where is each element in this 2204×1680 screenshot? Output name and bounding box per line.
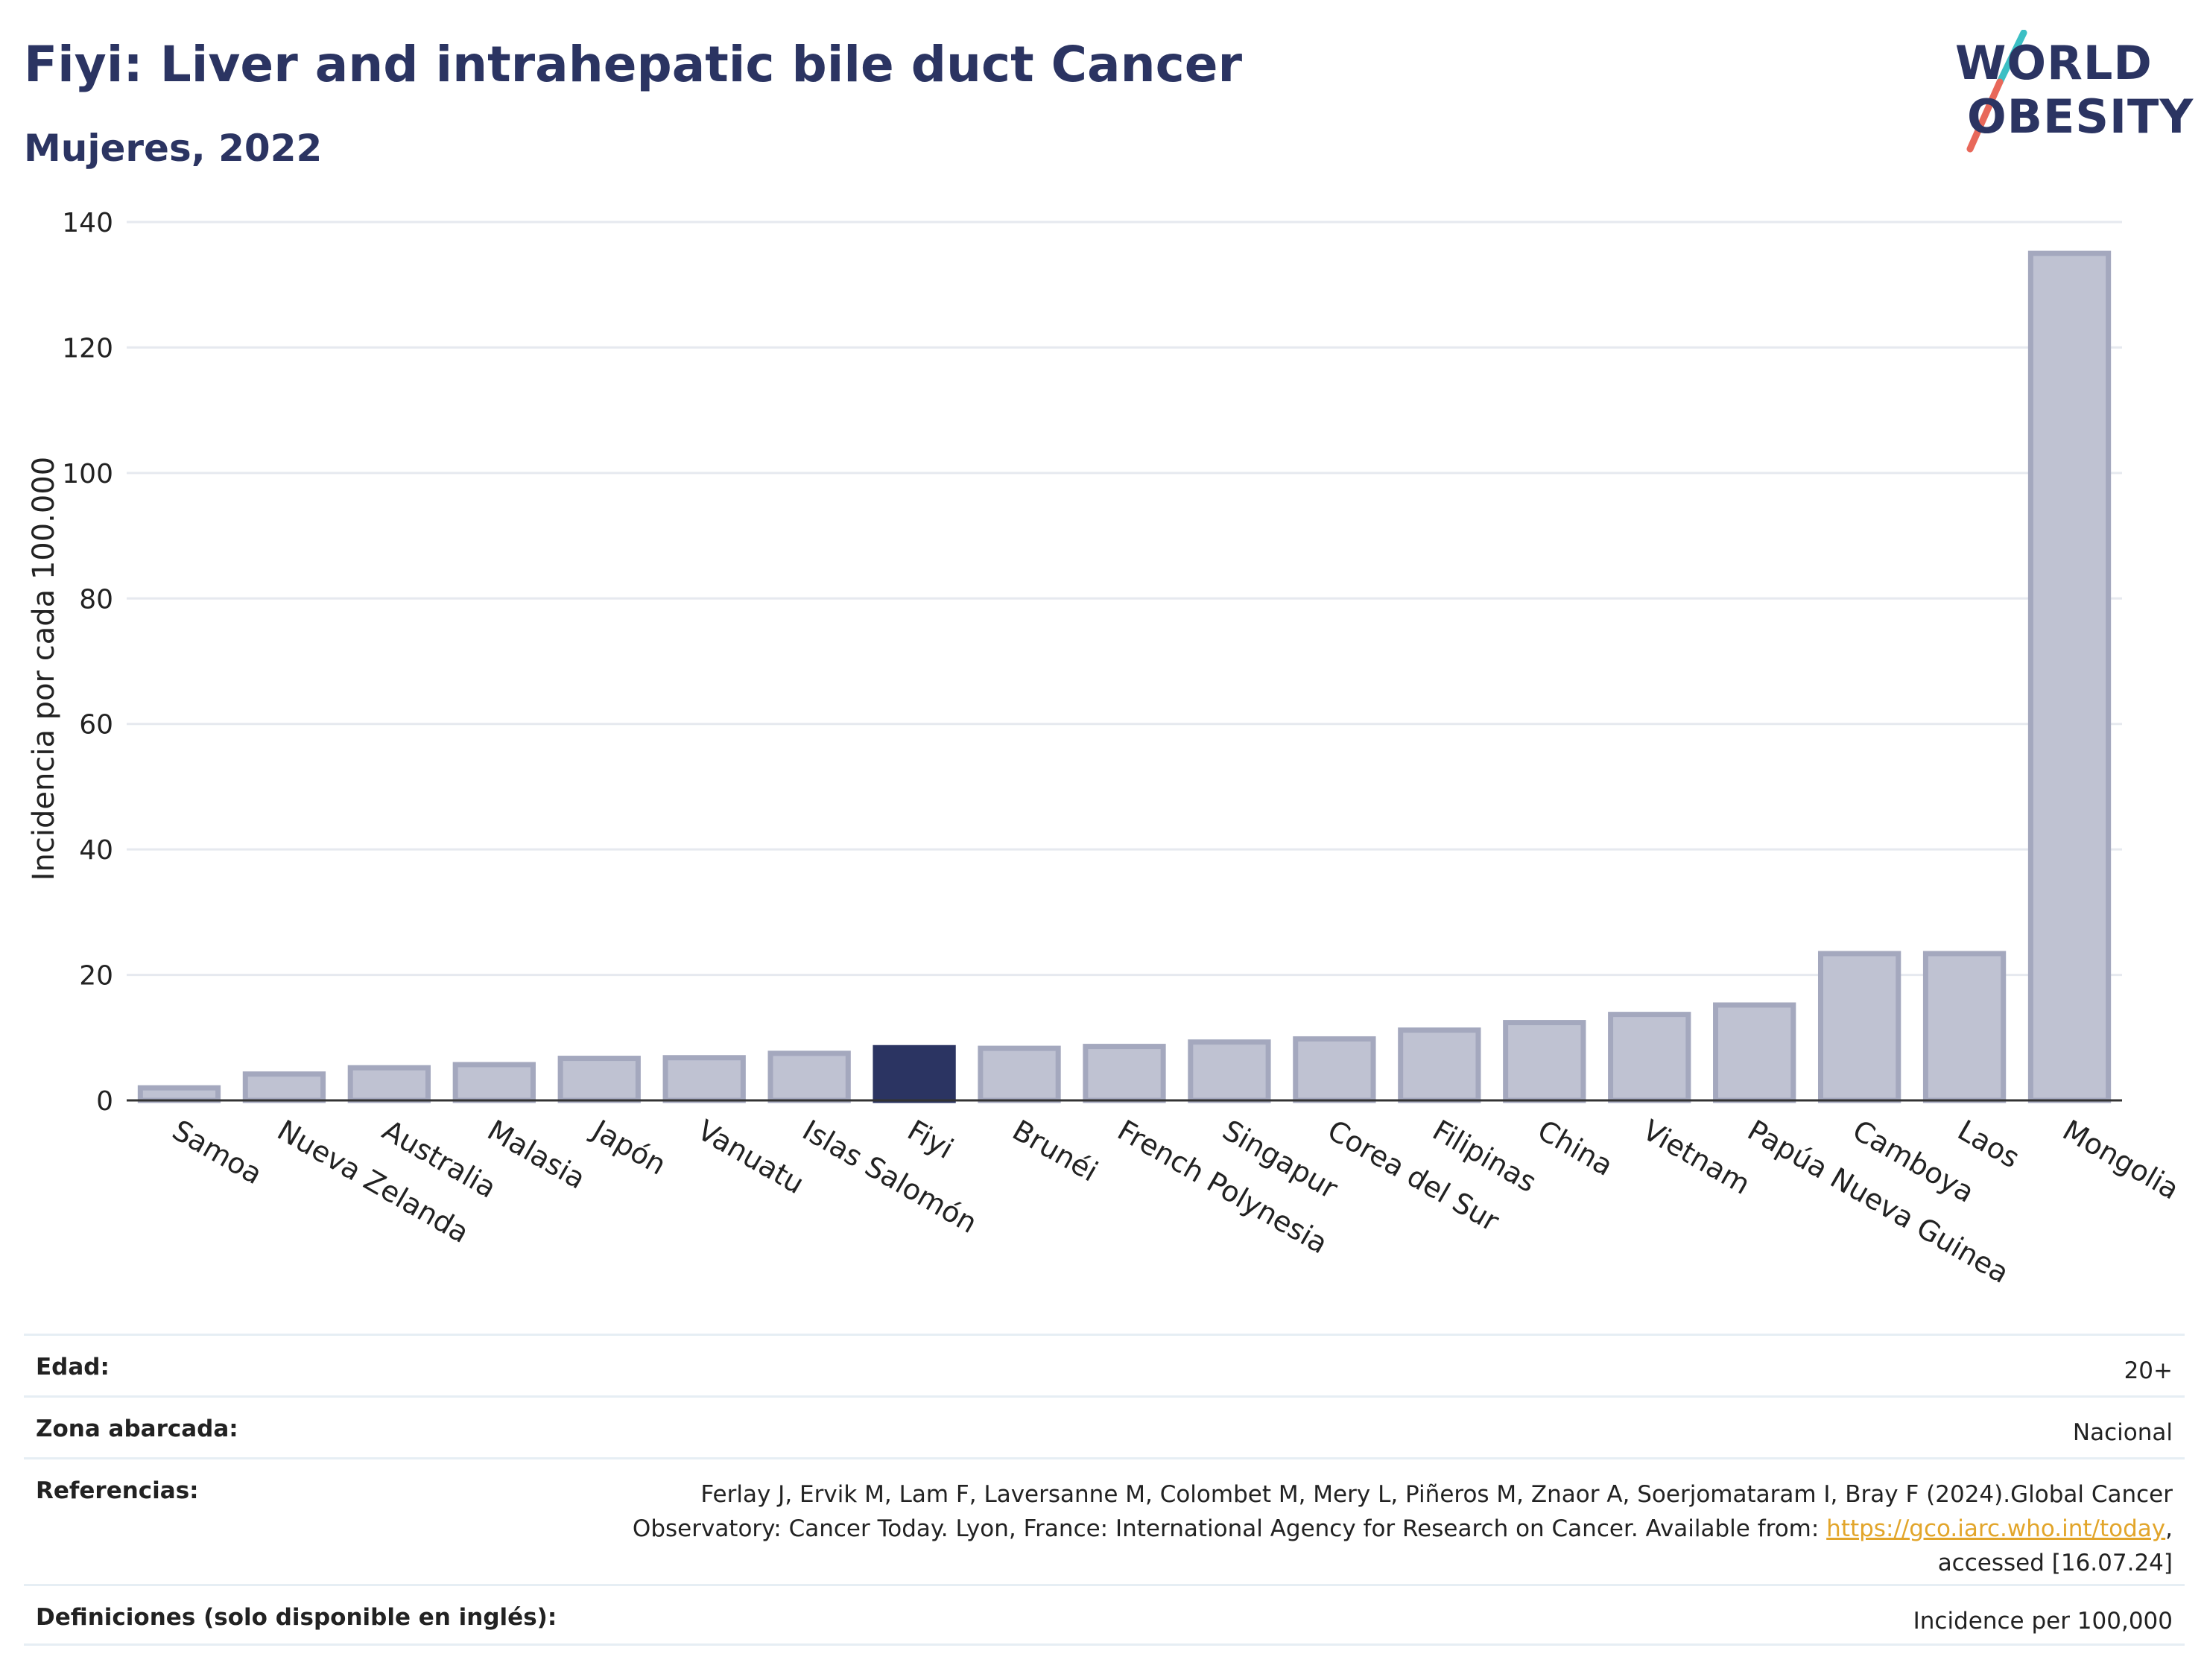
x-tick-label: Laos <box>1952 1114 2025 1175</box>
y-tick-label: 0 <box>96 1086 113 1117</box>
x-tick-label: Nueva Zelanda <box>272 1114 475 1249</box>
bar <box>557 1056 641 1103</box>
world-obesity-logo: WORLD OBESITY <box>1937 30 2194 156</box>
meta-row-area: Zona abarcada: Nacional <box>24 1395 2185 1457</box>
meta-label-definitions: Definiciones (solo disponible en inglés)… <box>36 1604 557 1631</box>
bar <box>662 1055 746 1103</box>
meta-label-age: Edad: <box>36 1354 110 1381</box>
logo-text-world: WORLD <box>1955 36 2153 90</box>
x-tick-label: Brunéi <box>1007 1114 1103 1188</box>
bar <box>137 1085 221 1103</box>
logo-slash-icon <box>1966 30 2027 153</box>
x-tick-label: China <box>1532 1114 1618 1182</box>
y-tick-label: 100 <box>62 459 113 489</box>
bar <box>452 1062 536 1103</box>
bar <box>978 1045 1061 1103</box>
x-tick-label: Japón <box>586 1113 671 1182</box>
y-axis-label: Incidencia por cada 100.000 <box>27 457 61 881</box>
metadata-table: Edad: 20+ Zona abarcada: Nacional Refere… <box>24 1334 2185 1646</box>
meta-label-references: Referencias: <box>36 1477 199 1504</box>
meta-value-definitions: Incidence per 100,000 <box>1913 1608 2173 1635</box>
chart-subtitle: Mujeres, 2022 <box>24 127 323 170</box>
bar <box>242 1071 326 1103</box>
bar <box>1922 951 2007 1103</box>
y-tick-label: 20 <box>79 961 113 992</box>
x-tick-label: Corea del Sur <box>1322 1114 1504 1238</box>
reference-text: Ferlay J, Ervik M, Lam F, Laversanne M, … <box>632 1481 2173 1542</box>
bar <box>1503 1020 1586 1103</box>
y-tick-label: 40 <box>79 835 113 866</box>
bar <box>1817 951 1901 1103</box>
x-tick-label: Samoa <box>167 1114 267 1191</box>
x-tick-label: Fiyi <box>902 1114 959 1165</box>
bar <box>1398 1027 1481 1103</box>
reference-accessed: , accessed [16.07.24] <box>1937 1515 2173 1576</box>
bar-chart: 0 20 40 60 80 100 120 140 Incidencia por cada 10… <box>27 208 2185 1290</box>
x-tick-label: Islas Salomón <box>797 1114 983 1240</box>
bar <box>1608 1012 1691 1103</box>
meta-label-area: Zona abarcada: <box>36 1416 238 1442</box>
meta-value-area: Nacional <box>2072 1419 2173 1446</box>
bar <box>1293 1036 1376 1103</box>
bar <box>873 1045 956 1103</box>
x-tick-label: Vanuatu <box>692 1114 810 1200</box>
y-tick-label: 120 <box>62 333 113 364</box>
y-tick-label: 60 <box>79 710 113 741</box>
x-tick-label: Mongolia <box>2057 1114 2185 1206</box>
reference-link[interactable]: https://gco.iarc.who.int/today <box>1826 1515 2166 1542</box>
meta-value-age: 20+ <box>2124 1357 2173 1384</box>
bar <box>767 1050 851 1103</box>
meta-value-references: Ferlay J, Ervik M, Lam F, Laversanne M, … <box>571 1477 2173 1584</box>
bar <box>2027 250 2112 1103</box>
x-tick-label: Malasia <box>482 1114 591 1196</box>
bar <box>1083 1044 1166 1103</box>
meta-row-references: Referencias: Ferlay J, Ervik M, Lam F, L… <box>24 1457 2185 1584</box>
bar <box>347 1065 431 1103</box>
y-tick-label: 140 <box>62 208 113 238</box>
y-tick-label: 80 <box>79 584 113 615</box>
bar <box>1713 1002 1796 1103</box>
meta-row-definitions: Definiciones (solo disponible en inglés)… <box>24 1584 2185 1646</box>
logo-text-obesity: OBESITY <box>1967 89 2194 144</box>
bar <box>1188 1039 1271 1103</box>
meta-row-age: Edad: 20+ <box>24 1334 2185 1395</box>
x-tick-label: Vietnam <box>1637 1114 1755 1201</box>
chart-title: Fiyi: Liver and intrahepatic bile duct C… <box>24 36 1243 93</box>
